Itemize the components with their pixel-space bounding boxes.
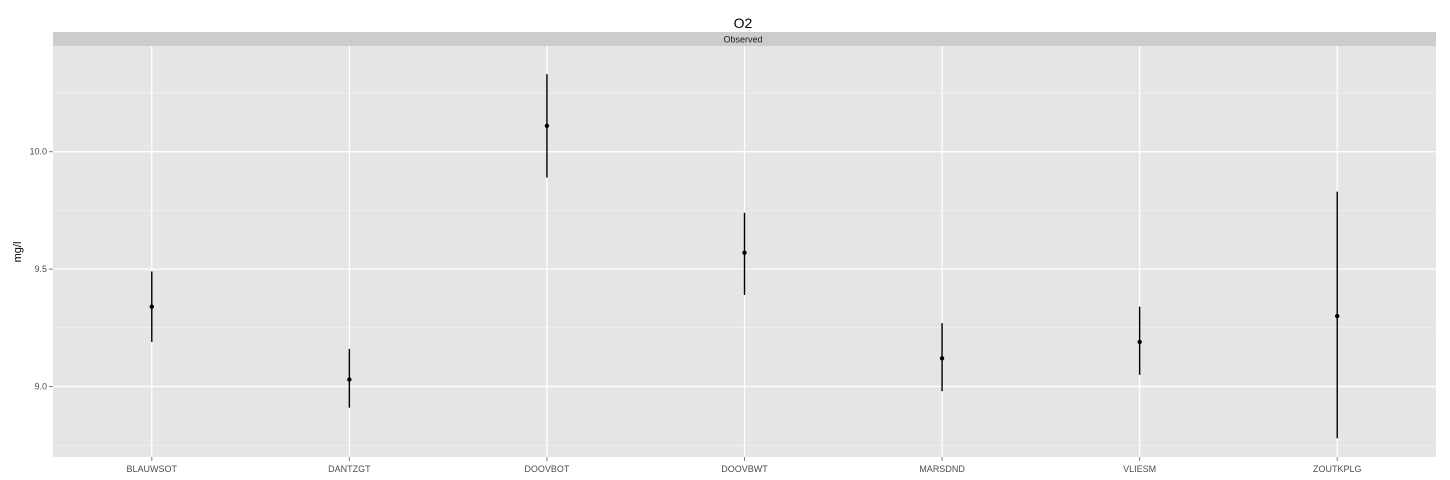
x-tick-label: BLAUWSOT: [127, 464, 178, 474]
facet-label: Observed: [723, 35, 762, 45]
mean-point: [1137, 339, 1142, 345]
mean-point: [544, 123, 550, 129]
x-tick-label: DOOVBWT: [721, 464, 768, 474]
mean-point: [1335, 313, 1340, 319]
y-axis: 9.0 9.5 10.0: [29, 147, 53, 392]
x-tick-label: DOOVBOT: [524, 464, 570, 474]
x-tick-label: ZOUTKPLG: [1313, 464, 1362, 474]
y-axis-label: mg/l: [12, 242, 24, 263]
chart-title: O2: [734, 15, 753, 31]
x-axis: BLAUWSOT DANTZGT DOOVBOT DOOVBWT MARSDND VLIE…: [127, 457, 1362, 474]
y-tick-label: 9.5: [34, 264, 47, 274]
x-tick-label: VLIESM: [1123, 464, 1156, 474]
mean-point: [939, 356, 945, 361]
x-tick-label: MARSDND: [919, 464, 965, 474]
facet-strip: [53, 32, 1436, 46]
y-tick-label: 9.0: [34, 382, 47, 392]
errorbar-series: [149, 74, 1340, 439]
mean-point: [149, 304, 154, 309]
mean-point: [347, 377, 352, 382]
x-tick-label: DANTZGT: [328, 464, 371, 474]
y-tick-label: 10.0: [29, 147, 47, 157]
mean-point: [742, 250, 747, 255]
